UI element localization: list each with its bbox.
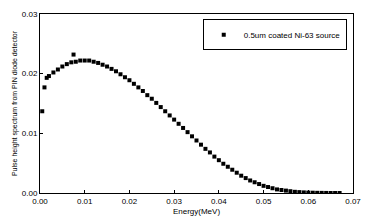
svg-text:0.03: 0.03	[166, 197, 182, 206]
svg-text:0.01: 0.01	[77, 197, 93, 206]
svg-text:0.05: 0.05	[256, 197, 272, 206]
svg-text:0.01: 0.01	[22, 129, 38, 138]
svg-text:0.03: 0.03	[22, 10, 38, 19]
svg-text:Pulse height spectrum from PIN: Pulse height spectrum from PIN diode det…	[11, 30, 19, 176]
svg-text:0.00: 0.00	[22, 189, 38, 198]
svg-text:0.00: 0.00	[32, 197, 48, 206]
svg-text:0.07: 0.07	[345, 197, 361, 206]
svg-text:0.06: 0.06	[301, 197, 317, 206]
svg-text:0.04: 0.04	[211, 197, 227, 206]
svg-text:0.5um coated Ni-63 source: 0.5um coated Ni-63 source	[244, 31, 341, 40]
svg-text:0.02: 0.02	[122, 197, 138, 206]
svg-text:0.02: 0.02	[22, 69, 38, 78]
svg-text:Energy(MeV): Energy(MeV)	[173, 207, 220, 216]
